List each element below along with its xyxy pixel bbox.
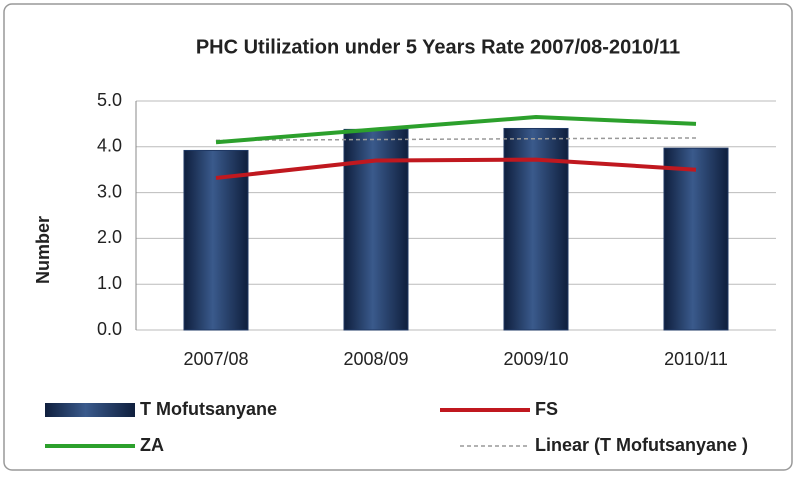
y-tick-label: 5.0 — [97, 90, 122, 110]
line-series — [215, 115, 697, 145]
legend-label: T Mofutsanyane — [140, 399, 277, 419]
legend-label: ZA — [140, 435, 164, 455]
legend-label: FS — [535, 399, 558, 419]
x-tick-label: 2009/10 — [503, 349, 568, 369]
y-tick-label: 0.0 — [97, 319, 122, 339]
y-tick-label: 1.0 — [97, 273, 122, 293]
bar — [183, 149, 249, 331]
y-tick-label: 2.0 — [97, 227, 122, 247]
bar — [663, 147, 729, 331]
y-tick-label: 4.0 — [97, 136, 122, 156]
chart-title: PHC Utilization under 5 Years Rate 2007/… — [196, 36, 680, 58]
trendline — [215, 137, 697, 142]
legend-label: Linear (T Mofutsanyane ) — [535, 435, 748, 455]
y-axis-label: Number — [33, 216, 53, 284]
x-tick-label: 2008/09 — [343, 349, 408, 369]
line-series — [215, 157, 697, 180]
y-tick-label: 3.0 — [97, 181, 122, 201]
x-tick-label: 2010/11 — [664, 349, 728, 369]
x-tick-label: 2007/08 — [183, 349, 248, 369]
legend-swatch — [45, 403, 135, 417]
